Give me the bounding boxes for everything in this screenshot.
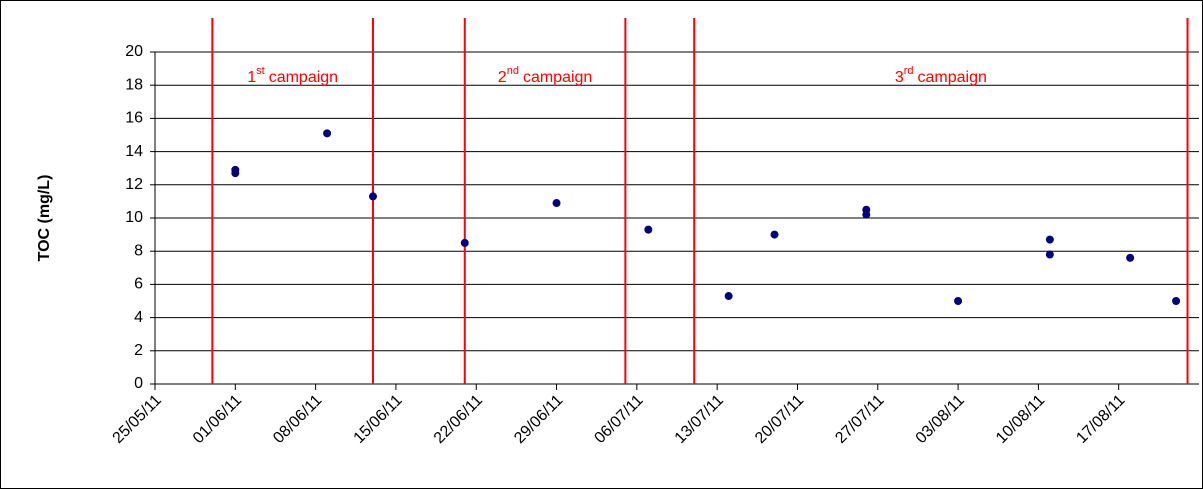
y-tick-label: 14 — [125, 143, 143, 160]
campaign-suffix: nd — [507, 65, 519, 77]
data-point — [231, 169, 240, 178]
y-tick-label: 8 — [134, 242, 143, 259]
y-tick-label: 18 — [125, 76, 143, 93]
campaign-label: 1st campaign — [247, 65, 338, 86]
campaign-label: 2nd campaign — [498, 65, 593, 86]
campaign-suffix: rd — [904, 65, 914, 77]
y-tick-label: 16 — [125, 110, 143, 127]
y-tick-label: 2 — [134, 342, 143, 359]
campaign-suffix: st — [256, 65, 265, 77]
y-tick-label: 6 — [134, 276, 143, 293]
data-point — [954, 297, 963, 305]
campaign-label: 3rd campaign — [895, 65, 987, 86]
data-point — [1126, 253, 1135, 262]
data-point — [323, 129, 332, 138]
data-point — [862, 210, 871, 219]
data-point — [724, 292, 733, 301]
y-tick-label: 20 — [125, 43, 143, 60]
campaign-number: 3 — [895, 69, 904, 86]
campaign-text: campaign — [269, 69, 338, 86]
y-tick-label: 0 — [134, 375, 143, 392]
data-point — [552, 199, 561, 208]
data-point — [770, 230, 779, 239]
campaign-number: 1 — [247, 69, 256, 86]
y-tick-label: 10 — [125, 209, 143, 226]
data-point — [368, 192, 377, 201]
y-axis-label: TOC (mg/L) — [36, 175, 53, 262]
campaign-text: campaign — [523, 69, 592, 86]
y-tick-label: 4 — [134, 309, 143, 326]
data-point — [644, 225, 653, 234]
campaign-number: 2 — [498, 69, 507, 86]
data-point — [460, 238, 469, 247]
campaign-text: campaign — [918, 69, 987, 86]
y-tick-label: 12 — [125, 176, 143, 193]
data-point — [1172, 297, 1181, 305]
data-point — [1045, 235, 1054, 244]
data-point — [1045, 250, 1054, 259]
